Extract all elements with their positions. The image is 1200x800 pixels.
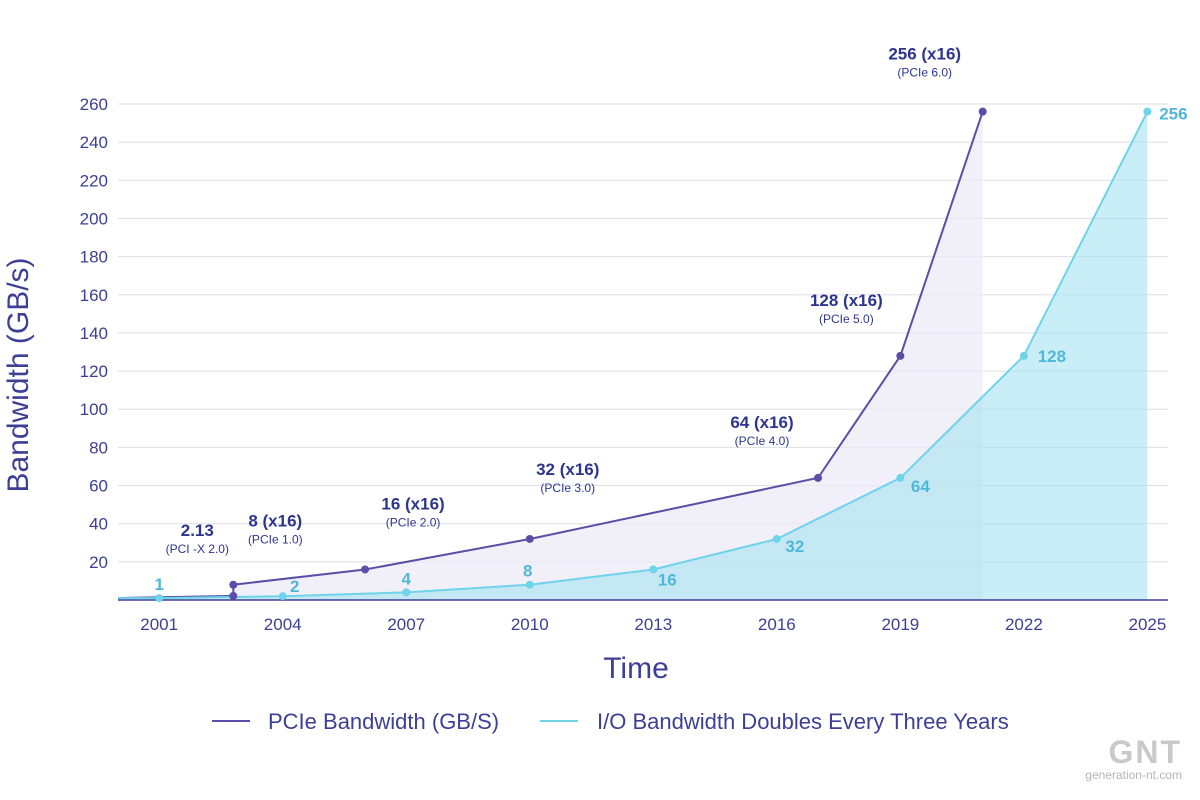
y-tick-label-240: 240 (80, 133, 108, 152)
pcie-value-label-5: 128 (x16) (810, 291, 883, 310)
io-value-label-5: 32 (785, 537, 804, 556)
series-areas (118, 111, 1148, 600)
io-value-label-3: 8 (523, 562, 532, 581)
io-point-2 (402, 588, 411, 597)
pcie-gen-label-6: (PCIe 6.0) (897, 66, 952, 80)
io-value-label-6: 64 (911, 477, 930, 496)
pcie-gen-label-1: (PCIe 1.0) (248, 533, 303, 547)
grid-lines (118, 103, 1168, 563)
io-point-1 (278, 592, 287, 601)
pcie-value-label-0: 2.13 (181, 521, 214, 540)
legend: PCIe Bandwidth (GB/S) I/O Bandwidth Doub… (212, 709, 1009, 734)
io-point-3 (525, 580, 534, 589)
data-labels: 2.13 (PCI -X 2.0) 8 (x16) (PCIe 1.0) 16 (x16… (154, 45, 1187, 597)
y-tick-label-60: 60 (89, 477, 108, 496)
y-tick-label-20: 20 (89, 553, 108, 572)
y-tick-label-180: 180 (80, 248, 108, 267)
pcie-value-label-4: 64 (x16) (730, 413, 793, 432)
io-point-8 (1143, 107, 1152, 116)
x-tick-label-2010: 2010 (511, 615, 549, 634)
y-tick-label-260: 260 (80, 95, 108, 114)
legend-pcie-label: PCIe Bandwidth (GB/S) (268, 709, 499, 734)
io-point-0 (155, 594, 164, 603)
y-tick-label-220: 220 (80, 171, 108, 190)
x-tick-label-2007: 2007 (387, 615, 425, 634)
legend-io-label: I/O Bandwidth Doubles Every Three Years (597, 709, 1009, 734)
pcie-gen-label-2: (PCIe 2.0) (386, 515, 441, 529)
y-tick-label-120: 120 (80, 362, 108, 381)
y-tick-label-80: 80 (89, 438, 108, 457)
y-tick-label-40: 40 (89, 515, 108, 534)
io-line (118, 111, 1149, 600)
io-value-label-0: 1 (154, 575, 163, 594)
pcie-gen-label-3: (PCIe 3.0) (540, 481, 595, 495)
io-value-label-4: 16 (658, 570, 677, 589)
pcie-point-4 (814, 473, 822, 482)
io-point-6 (896, 473, 905, 482)
x-axis-label: Time (603, 652, 669, 685)
pcie-value-label-1: 8 (x16) (248, 512, 302, 531)
pcie-gen-label-4: (PCIe 4.0) (735, 434, 790, 448)
pcie-gen-label-5: (PCIe 5.0) (819, 312, 874, 326)
pcie-point-3 (525, 534, 534, 543)
x-tick-label-2001: 2001 (140, 615, 178, 634)
y-tick-label-100: 100 (80, 400, 108, 419)
x-tick-label-2022: 2022 (1005, 615, 1043, 634)
io-area (118, 111, 1148, 600)
pcie-point-5 (896, 351, 905, 360)
x-tick-label-2019: 2019 (881, 615, 919, 634)
data-points (155, 107, 1152, 603)
x-tick-label-2013: 2013 (634, 615, 672, 634)
io-value-label-2: 4 (402, 569, 412, 588)
y-tick-label-140: 140 (80, 324, 108, 343)
axes: 20 40 60 80 100 120 140 160 180 200 220 240 260 2001 2… (80, 95, 1168, 634)
x-tick-label-2016: 2016 (758, 615, 796, 634)
y-axis-label: Bandwidth (GB/s) (2, 257, 35, 492)
io-value-label-8: 256 (1159, 105, 1187, 124)
io-value-label-1: 2 (290, 577, 299, 596)
y-tick-label-200: 200 (80, 209, 108, 228)
pcie-point-0 (229, 591, 238, 600)
pcie-gen-label-0: (PCI -X 2.0) (166, 542, 229, 556)
pcie-point-1 (229, 580, 238, 589)
y-tick-label-160: 160 (80, 286, 108, 305)
x-tick-label-2025: 2025 (1128, 615, 1166, 634)
pcie-point-6 (978, 107, 987, 116)
pcie-value-label-6: 256 (x16) (888, 45, 961, 64)
pcie-point-2 (361, 565, 370, 574)
watermark-logo: GNT (1108, 734, 1182, 770)
pcie-value-label-3: 32 (x16) (536, 460, 599, 479)
watermark-site: generation-nt.com (1085, 768, 1182, 782)
io-value-label-7: 128 (1038, 347, 1066, 366)
pcie-value-label-2: 16 (x16) (381, 494, 444, 513)
watermark: GNT generation-nt.com (1085, 736, 1182, 782)
x-tick-label-2004: 2004 (264, 615, 302, 634)
io-point-5 (772, 534, 781, 543)
io-point-7 (1019, 351, 1028, 360)
io-point-4 (649, 565, 658, 574)
